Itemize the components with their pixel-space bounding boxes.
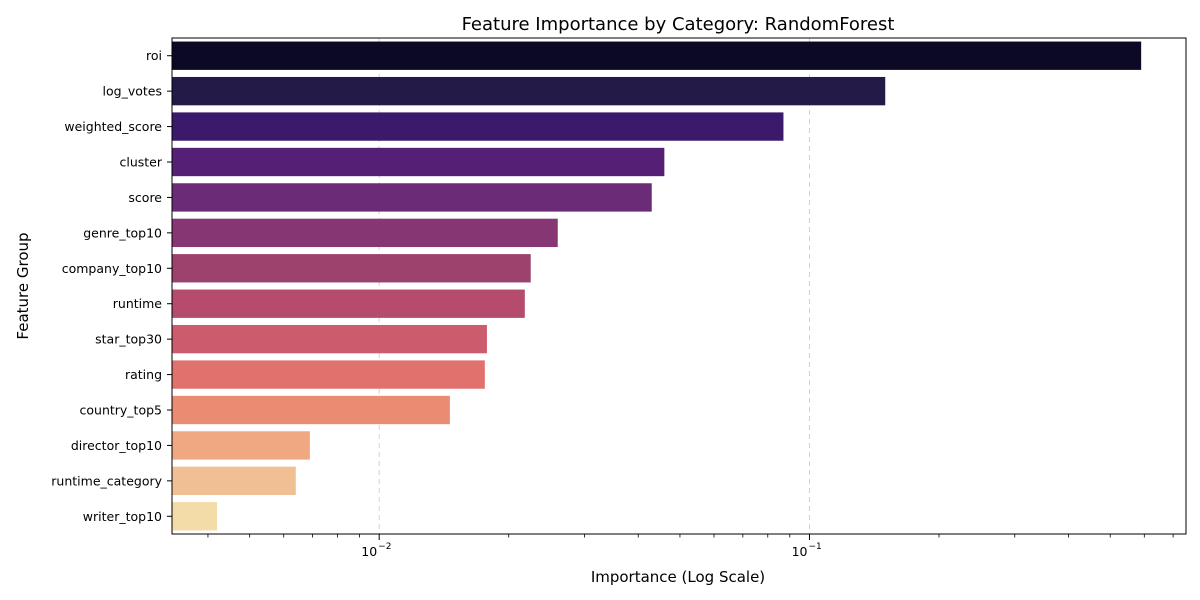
y-tick-label: country_top5 — [80, 403, 163, 418]
y-tick-label: cluster — [119, 155, 162, 170]
y-tick-label: genre_top10 — [83, 225, 162, 240]
y-tick-label: runtime_category — [51, 473, 162, 488]
bar-roi — [172, 41, 1142, 70]
x-axis-label: Importance (Log Scale) — [591, 568, 765, 586]
chart-title: Feature Importance by Category: RandomFo… — [462, 14, 895, 35]
bar-score — [172, 183, 652, 212]
x-tick-label-exponent: −2 — [378, 542, 391, 552]
bar-cluster — [172, 147, 665, 177]
bar-runtime-category — [172, 466, 296, 496]
plot-frame — [171, 37, 1187, 535]
y-tick-label: weighted_score — [64, 119, 162, 134]
y-tick-label: company_top10 — [62, 261, 162, 276]
y-tick-label: director_top10 — [71, 438, 162, 453]
bar-director-top10 — [172, 431, 310, 460]
y-tick-label: score — [128, 190, 162, 205]
bar-runtime — [172, 289, 525, 318]
y-axis-label: Feature Group — [14, 232, 32, 339]
bar-writer-top10 — [172, 502, 218, 531]
y-tick-label: runtime — [113, 296, 163, 311]
y-tick-label: rating — [125, 367, 162, 382]
bar-genre-top10 — [172, 218, 558, 248]
bar-log-votes — [172, 76, 886, 106]
y-tick-label: writer_top10 — [83, 509, 162, 524]
bars — [172, 41, 1142, 531]
bar-country-top5 — [172, 395, 450, 425]
x-tick-label-base: 10 — [361, 544, 377, 559]
bar-company-top10 — [172, 254, 531, 283]
bar-rating — [172, 360, 485, 389]
x-ticks: 10 −2 10 −1 — [207, 534, 1174, 559]
y-tick-label: log_votes — [103, 84, 162, 99]
bar-weighted-score — [172, 112, 784, 141]
y-tick-label: roi — [146, 48, 162, 63]
y-tick-label: star_top30 — [95, 332, 162, 347]
x-tick-label-exponent: −1 — [808, 542, 821, 552]
bar-star-top30 — [172, 324, 487, 354]
x-tick-label-base: 10 — [792, 544, 808, 559]
